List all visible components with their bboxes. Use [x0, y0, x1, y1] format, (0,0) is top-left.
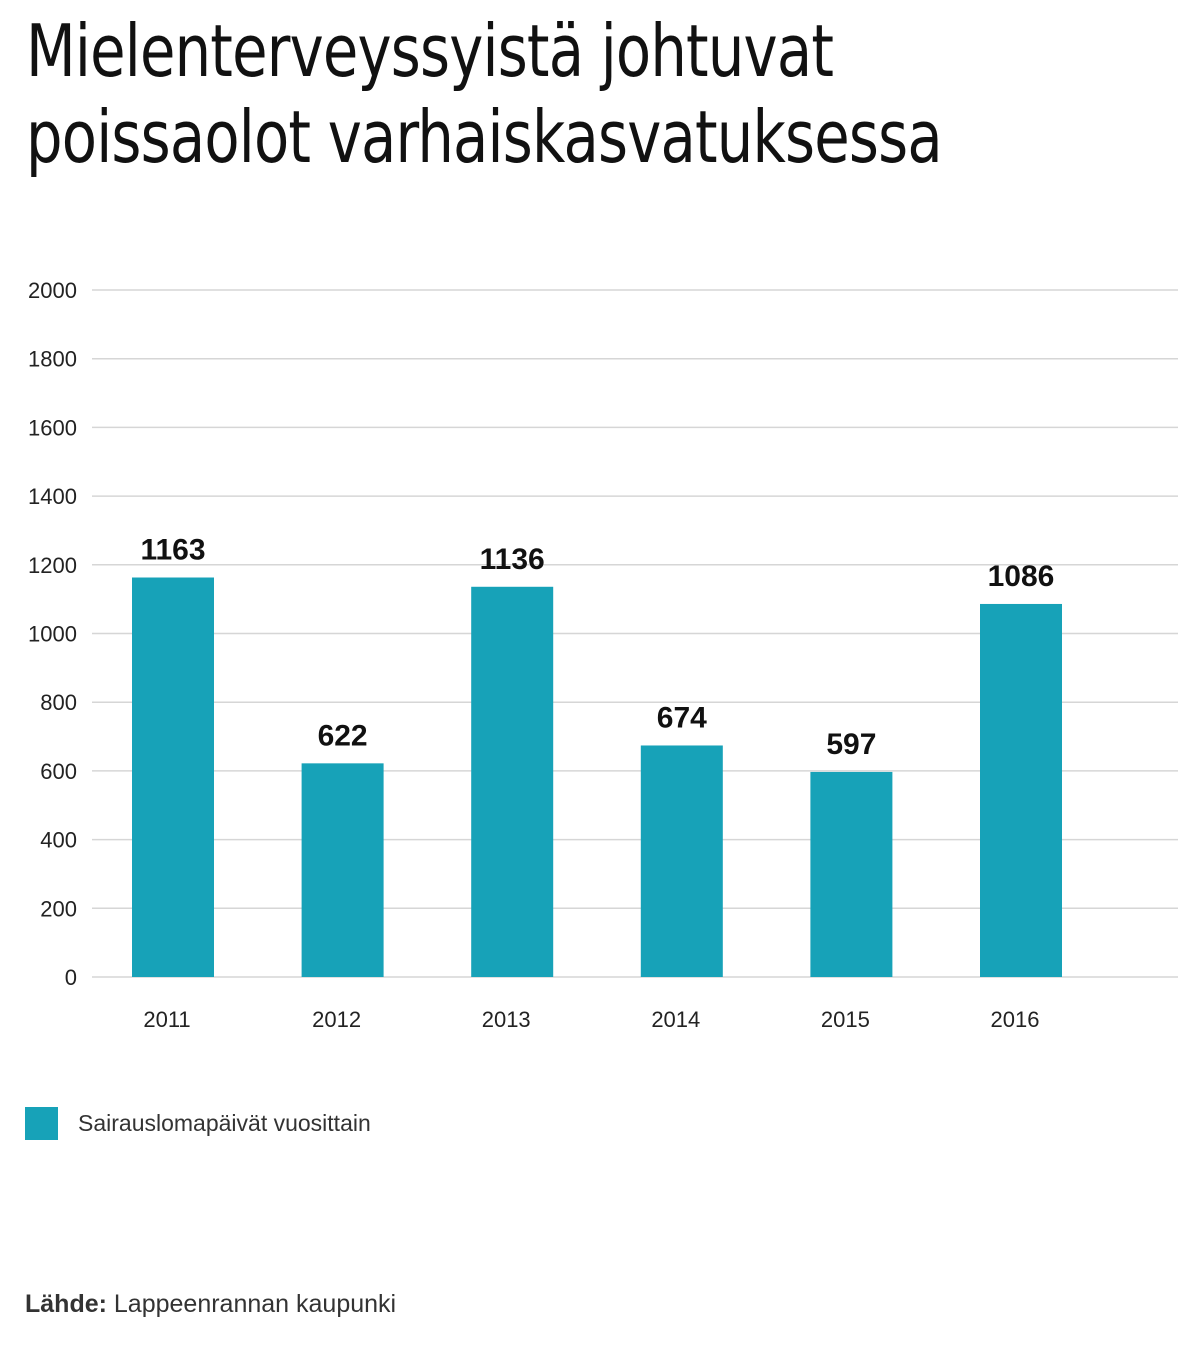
- y-tick-label: 1400: [28, 484, 77, 509]
- y-tick-label: 600: [40, 759, 77, 784]
- bar-2011: [132, 577, 214, 977]
- y-tick-label: 400: [40, 828, 77, 853]
- y-tick-label: 2000: [28, 278, 77, 303]
- bar-2015: [810, 771, 893, 977]
- legend-swatch: [25, 1107, 58, 1140]
- source-text: Lappeenrannan kaupunki: [113, 1290, 397, 1318]
- data-label-2015: 597: [826, 728, 876, 761]
- bar-2012: [301, 763, 384, 977]
- y-tick-label: 1000: [28, 622, 77, 647]
- x-tick-label-2016: 2016: [991, 1007, 1040, 1032]
- data-label-2011: 1163: [140, 534, 205, 567]
- data-label-2016: 1086: [988, 560, 1055, 593]
- bar-chart: 0 200 400 600 800 1000 1200 1400 1600 1800 2000 11…: [28, 278, 1178, 1032]
- bar-2013: [471, 586, 554, 977]
- chart-title: Mielenterveyssyistä johtuvat poissaolot …: [26, 8, 946, 180]
- data-labels: 1163 622 1136 674 597 1086: [140, 534, 1054, 761]
- x-tick-label-2012: 2012: [312, 1007, 361, 1032]
- source-label: Lähde:: [25, 1290, 107, 1318]
- bar-2016: [980, 603, 1062, 977]
- gridlines: [92, 289, 1178, 978]
- legend-label: Sairauslomapäivät vuosittain: [78, 1110, 371, 1136]
- x-axis-tick-labels: 2011 2012 2013 2014 2015 2016: [143, 1007, 1039, 1032]
- y-tick-label: 1800: [28, 347, 77, 372]
- y-tick-label: 800: [40, 690, 77, 715]
- data-label-2013: 1136: [480, 543, 545, 576]
- bars: [132, 577, 1062, 977]
- x-tick-label-2015: 2015: [821, 1007, 870, 1032]
- legend: Sairauslomapäivät vuosittain: [25, 1107, 371, 1140]
- data-label-2014: 674: [657, 701, 707, 734]
- x-tick-label-2011: 2011: [143, 1007, 190, 1032]
- source-note: Lähde: Lappeenrannan kaupunki: [25, 1290, 396, 1319]
- chart-title-line-2: poissaolot varhaiskasvatuksessa: [26, 95, 943, 179]
- y-tick-label: 1600: [28, 415, 77, 440]
- chart-title-line-1: Mielenterveyssyistä johtuvat: [26, 9, 834, 93]
- x-tick-label-2013: 2013: [482, 1007, 531, 1032]
- data-label-2012: 622: [318, 719, 368, 752]
- y-tick-label: 0: [65, 965, 77, 990]
- y-tick-label: 1200: [28, 553, 77, 578]
- bar-2014: [640, 745, 723, 977]
- x-tick-label-2014: 2014: [651, 1007, 700, 1032]
- y-tick-label: 200: [40, 896, 77, 921]
- y-axis-tick-labels: 0 200 400 600 800 1000 1200 1400 1600 1800 2000: [28, 278, 77, 990]
